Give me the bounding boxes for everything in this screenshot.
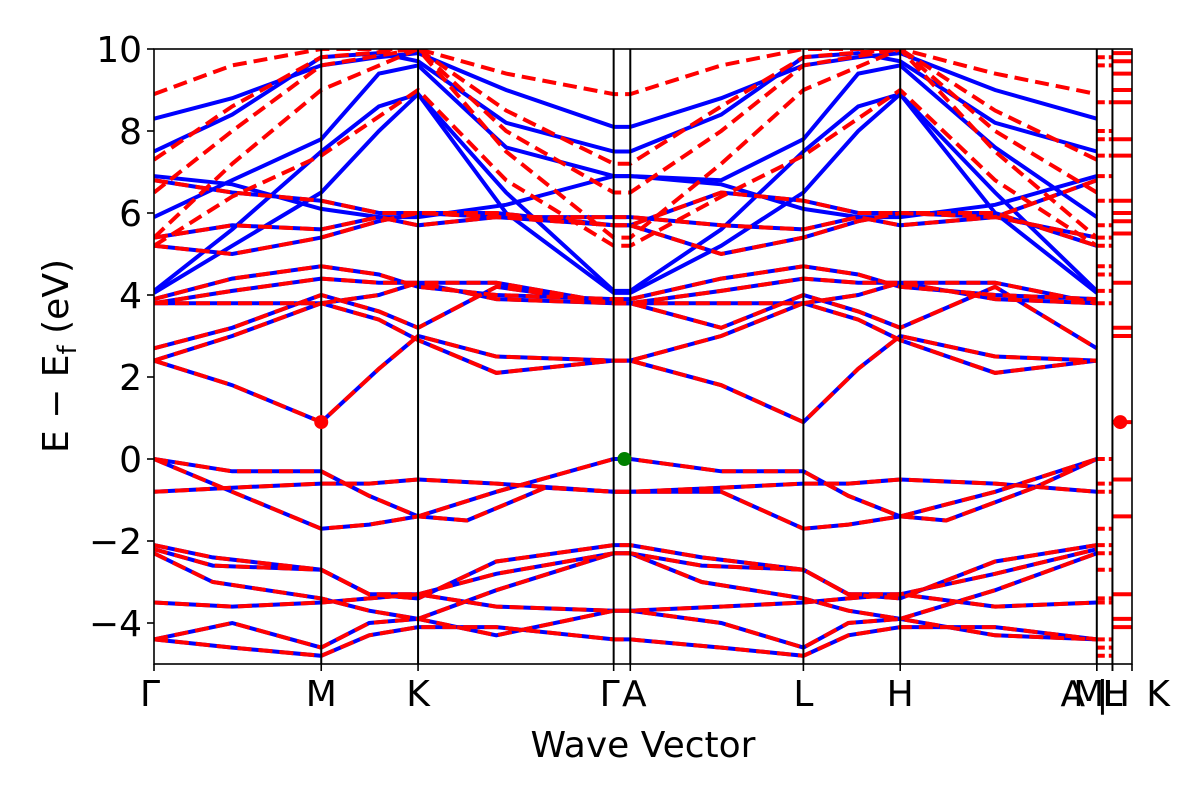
y-tick-label-4: 4 xyxy=(119,276,142,317)
band-edge-marker-1 xyxy=(617,452,632,466)
y-tick-label-6: 8 xyxy=(119,112,142,153)
red-band-shared-15 xyxy=(154,215,1098,240)
x-tick-label-3: Γ xyxy=(600,674,620,715)
red-band-shared-0 xyxy=(154,625,1098,658)
red-band-shared-13 xyxy=(154,264,1097,302)
blue-band-5 xyxy=(154,51,1098,154)
red-band-0 xyxy=(154,49,1098,97)
band-edge-marker-0 xyxy=(314,415,329,430)
x-tick-label-4: A xyxy=(622,674,647,715)
band-edge-markers xyxy=(314,415,1128,466)
y-tick-label-3: 2 xyxy=(119,358,142,399)
x-tick-label-0: Γ xyxy=(140,674,160,715)
x-tick-label-9: | xyxy=(1096,674,1108,715)
blue-band-shared-3 xyxy=(154,547,1098,597)
red-band-2 xyxy=(154,49,1098,195)
x-tick-label-11: H xyxy=(1103,674,1130,715)
red-band-shared-14 xyxy=(154,280,1098,306)
y-tick-label-5: 6 xyxy=(119,194,142,235)
y-axis-ticks: −4 −2 0 2 4 6 8 10 xyxy=(89,30,154,645)
blue-band-1 xyxy=(154,91,1099,293)
red-band-shared-4 xyxy=(154,543,1098,601)
x-tick-label-10: L xyxy=(1102,674,1122,715)
blue-band-0 xyxy=(154,91,1099,295)
red-band-1 xyxy=(154,49,1098,166)
x-tick-label-1: M xyxy=(306,674,337,715)
band-lines xyxy=(154,49,1132,658)
band-edge-marker-2 xyxy=(1113,415,1128,430)
blue-band-3 xyxy=(154,174,1098,220)
red-band-shared-11 xyxy=(154,284,1098,351)
plot-frame xyxy=(153,48,1133,665)
y-axis-label: E − Ef (eV) xyxy=(36,259,83,453)
red-band-3 xyxy=(154,87,1098,248)
red-band-shared-3 xyxy=(154,547,1098,597)
y-axis-label-main: E − E xyxy=(36,354,77,453)
red-band-shared-17 xyxy=(154,178,1098,228)
red-band-shared-9 xyxy=(154,333,1097,425)
blue-band-2 xyxy=(154,63,1098,219)
x-tick-label-8: M xyxy=(1073,674,1104,715)
red-band-4 xyxy=(154,49,1099,240)
y-tick-label-1: −2 xyxy=(89,522,142,563)
red-band-shared-8 xyxy=(154,477,1097,494)
x-tick-label-2: K xyxy=(406,674,431,715)
x-axis-ticks: Γ M K Γ A L H AM|LH K xyxy=(140,664,1171,715)
high-symmetry-lines xyxy=(320,49,1114,664)
blue-band-shared-11 xyxy=(154,284,1098,351)
x-tick-label-6: H xyxy=(887,674,914,715)
x-tick-label-5: L xyxy=(793,674,813,715)
y-axis-label-unit: (eV) xyxy=(36,259,77,334)
y-tick-label-2: 0 xyxy=(119,440,142,481)
x-tick-label-7: A xyxy=(1060,674,1085,715)
y-tick-label-0: −4 xyxy=(89,604,142,645)
y-axis-label-subscript: f xyxy=(53,344,83,354)
x-tick-label-12: K xyxy=(1146,674,1171,715)
y-tick-label-7: 10 xyxy=(96,30,142,71)
blue-band-shared-6 xyxy=(154,457,1098,519)
svg-text:E − Ef (eV): E − Ef (eV) xyxy=(36,259,83,453)
x-axis-label: Wave Vector xyxy=(531,725,756,766)
red-band-shared-5 xyxy=(154,551,1098,621)
red-band-shared-6 xyxy=(154,457,1098,519)
red-band-shared-10 xyxy=(154,301,1098,375)
